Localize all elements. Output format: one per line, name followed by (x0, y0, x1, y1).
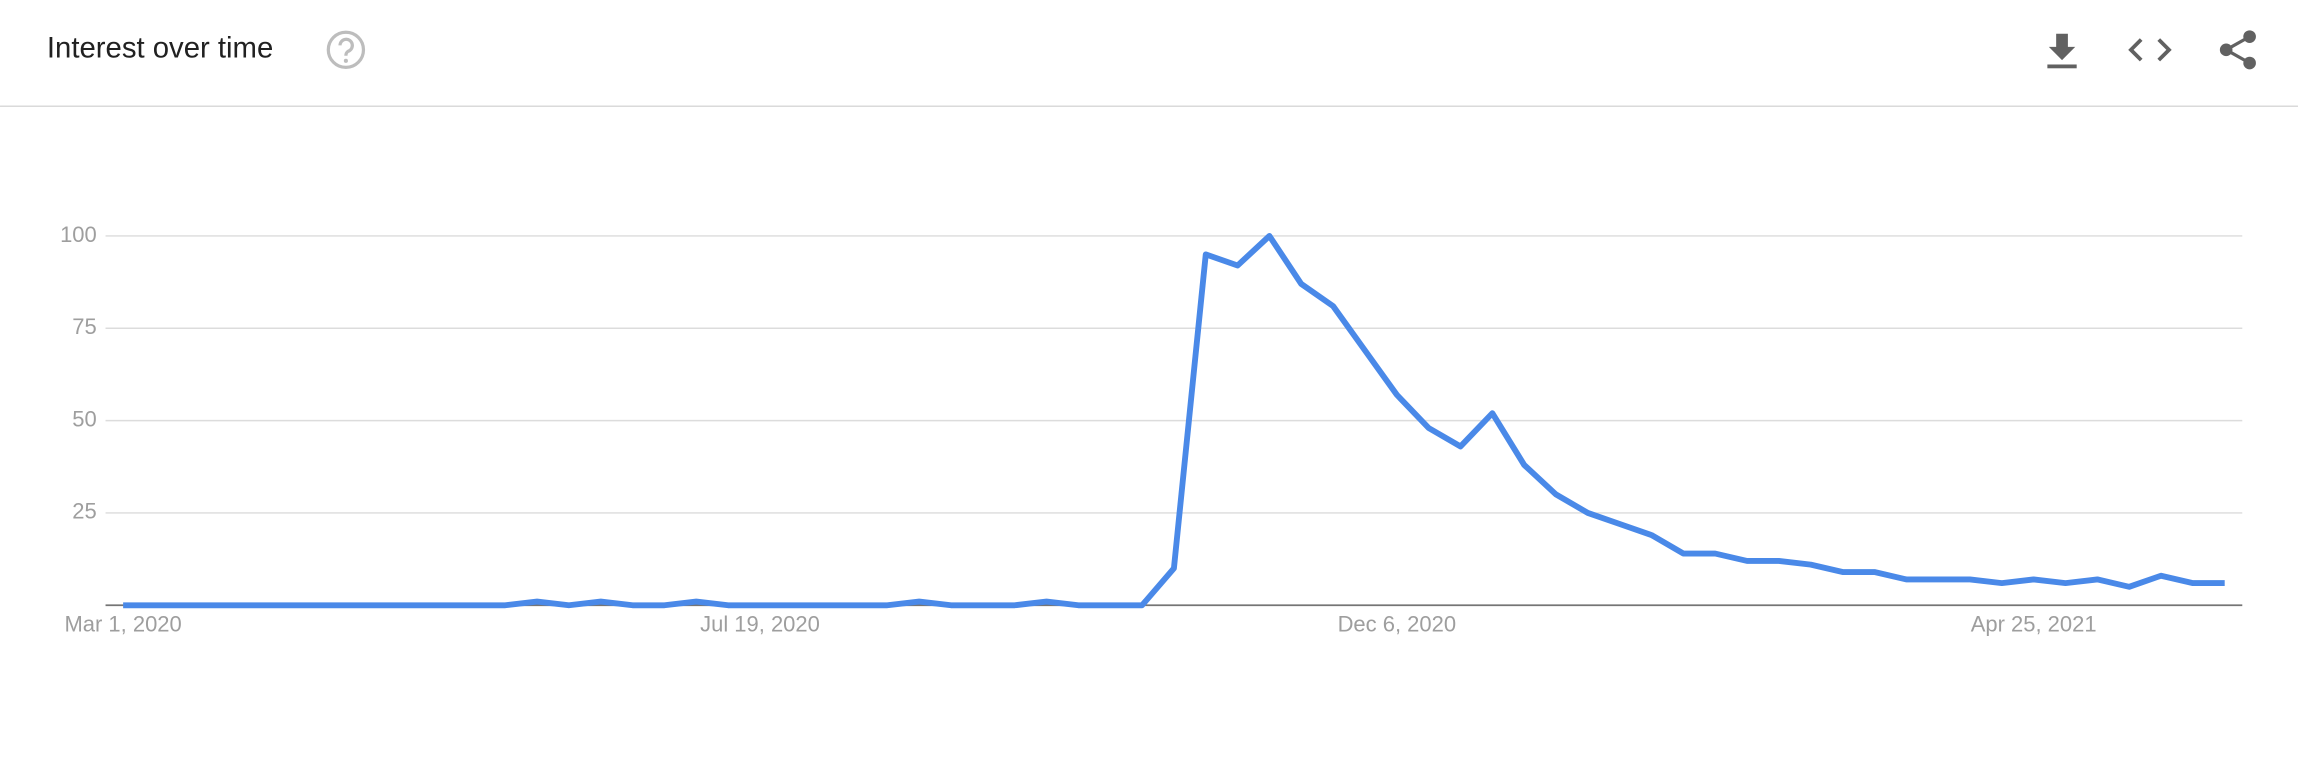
x-tick-label: Jul 19, 2020 (700, 612, 820, 637)
y-tick-label: 100 (60, 222, 97, 247)
x-tick-label: Dec 6, 2020 (1338, 612, 1456, 637)
download-button[interactable] (2047, 33, 2077, 69)
x-tick-label: Apr 25, 2021 (1971, 612, 2097, 637)
y-tick-label: 50 (72, 406, 96, 431)
y-tick-label: 25 (72, 499, 96, 524)
card-title: Interest over time (47, 32, 273, 65)
trend-line (123, 233, 2225, 609)
y-tick-label: 75 (72, 314, 96, 339)
embed-button[interactable] (2128, 38, 2172, 62)
share-button[interactable] (2219, 30, 2256, 70)
x-tick-label: Mar 1, 2020 (65, 612, 182, 637)
help-button[interactable] (326, 30, 366, 70)
